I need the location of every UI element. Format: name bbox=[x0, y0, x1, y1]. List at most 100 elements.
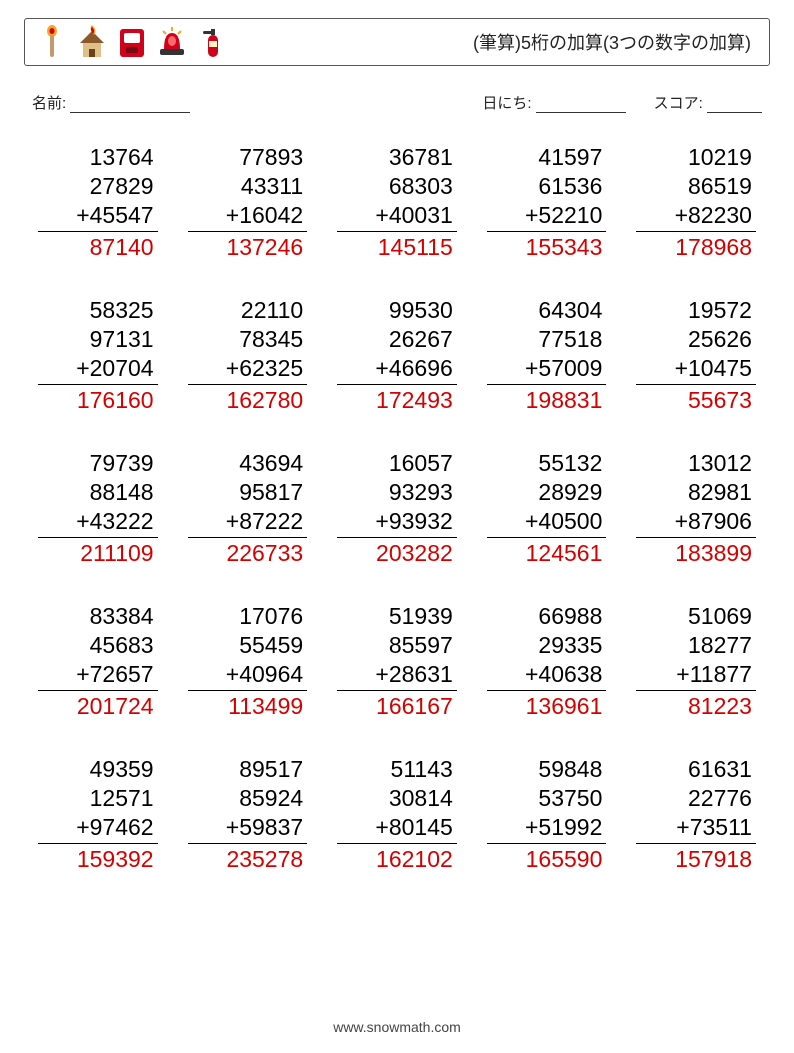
worksheet-page: (筆算)5桁の加算(3つの数字の加算) 名前: 日にち: スコア: 137642… bbox=[0, 0, 794, 1053]
answer: 124561 bbox=[487, 539, 607, 568]
problem: 2211078345+62325162780 bbox=[188, 296, 308, 415]
addend-3: 52210 bbox=[538, 202, 602, 228]
problem: 6163122776+73511157918 bbox=[636, 755, 756, 874]
operator: + bbox=[525, 814, 538, 840]
addend-1: 36781 bbox=[337, 143, 457, 172]
addend-2: 86519 bbox=[636, 172, 756, 201]
addend-1: 41597 bbox=[487, 143, 607, 172]
addend-3-line: +16042 bbox=[188, 201, 308, 230]
sum-rule bbox=[337, 537, 457, 538]
addend-1: 10219 bbox=[636, 143, 756, 172]
fire-alarm-icon bbox=[117, 25, 147, 59]
addend-1: 79739 bbox=[38, 449, 158, 478]
answer: 172493 bbox=[337, 386, 457, 415]
addend-2: 25626 bbox=[636, 325, 756, 354]
operator: + bbox=[76, 661, 89, 687]
addend-1: 61631 bbox=[636, 755, 756, 784]
addend-3: 72657 bbox=[90, 661, 154, 687]
addend-3-line: +28631 bbox=[337, 660, 457, 689]
addend-1: 51939 bbox=[337, 602, 457, 631]
addend-2: 85597 bbox=[337, 631, 457, 660]
match-icon bbox=[37, 25, 67, 59]
problem: 8338445683+72657201724 bbox=[38, 602, 158, 721]
answer: 226733 bbox=[188, 539, 308, 568]
addend-3: 20704 bbox=[90, 355, 154, 381]
addend-3-line: +40500 bbox=[487, 507, 607, 536]
answer: 136961 bbox=[487, 692, 607, 721]
addend-1: 22110 bbox=[188, 296, 308, 325]
addend-2: 93293 bbox=[337, 478, 457, 507]
sum-rule bbox=[636, 843, 756, 844]
sum-rule bbox=[636, 231, 756, 232]
addend-3: 45547 bbox=[90, 202, 154, 228]
answer: 183899 bbox=[636, 539, 756, 568]
addend-3-line: +40638 bbox=[487, 660, 607, 689]
sum-rule bbox=[487, 384, 607, 385]
addend-2: 29335 bbox=[487, 631, 607, 660]
answer: 203282 bbox=[337, 539, 457, 568]
addend-1: 99530 bbox=[337, 296, 457, 325]
addend-3-line: +97462 bbox=[38, 813, 158, 842]
answer: 137246 bbox=[188, 233, 308, 262]
addend-2: 28929 bbox=[487, 478, 607, 507]
operator: + bbox=[226, 814, 239, 840]
problem: 1376427829+4554787140 bbox=[38, 143, 158, 262]
addend-3-line: +10475 bbox=[636, 354, 756, 383]
sum-rule bbox=[337, 384, 457, 385]
addend-1: 55132 bbox=[487, 449, 607, 478]
addend-2: 26267 bbox=[337, 325, 457, 354]
operator: + bbox=[525, 661, 538, 687]
date-blank bbox=[536, 97, 626, 113]
addend-3: 93932 bbox=[389, 508, 453, 534]
answer: 178968 bbox=[636, 233, 756, 262]
answer: 157918 bbox=[636, 845, 756, 874]
addend-1: 17076 bbox=[188, 602, 308, 631]
name-blank bbox=[70, 97, 190, 113]
operator: + bbox=[675, 508, 688, 534]
problem: 7789343311+16042 137246 bbox=[188, 143, 308, 262]
operator: + bbox=[226, 202, 239, 228]
addend-3: 87906 bbox=[688, 508, 752, 534]
operator: + bbox=[525, 508, 538, 534]
addend-1: 51069 bbox=[636, 602, 756, 631]
sum-rule bbox=[636, 384, 756, 385]
addend-2: 61536 bbox=[487, 172, 607, 201]
sum-rule bbox=[38, 231, 158, 232]
addend-1: 64304 bbox=[487, 296, 607, 325]
sum-rule bbox=[487, 690, 607, 691]
answer: 55673 bbox=[636, 386, 756, 415]
addend-1: 77893 bbox=[188, 143, 308, 172]
operator: + bbox=[676, 814, 689, 840]
sum-rule bbox=[38, 690, 158, 691]
answer: 198831 bbox=[487, 386, 607, 415]
sum-rule bbox=[636, 537, 756, 538]
siren-icon bbox=[157, 25, 187, 59]
problem: 5193985597+28631166167 bbox=[337, 602, 457, 721]
problem: 5106918277+1187781223 bbox=[636, 602, 756, 721]
problem: 4159761536+52210155343 bbox=[487, 143, 607, 262]
addend-3: 73511 bbox=[690, 814, 752, 840]
problem: 6430477518+57009198831 bbox=[487, 296, 607, 415]
operator: + bbox=[76, 814, 89, 840]
answer: 81223 bbox=[636, 692, 756, 721]
addend-2: 43311 bbox=[188, 172, 308, 201]
addend-3: 40031 bbox=[389, 202, 453, 228]
operator: + bbox=[675, 355, 688, 381]
operator: + bbox=[375, 355, 388, 381]
addend-1: 13764 bbox=[38, 143, 158, 172]
problem: 5513228929+40500 124561 bbox=[487, 449, 607, 568]
addend-3-line: +73511 bbox=[636, 813, 756, 842]
name-label: 名前: bbox=[32, 95, 66, 112]
addend-3-line: +52210 bbox=[487, 201, 607, 230]
operator: + bbox=[375, 202, 388, 228]
addend-2: 30814 bbox=[337, 784, 457, 813]
sum-rule bbox=[337, 231, 457, 232]
addend-3-line: +51992 bbox=[487, 813, 607, 842]
operator: + bbox=[675, 202, 688, 228]
addend-2: 53750 bbox=[487, 784, 607, 813]
addend-3-line: +11877 bbox=[636, 660, 756, 689]
addend-3: 46696 bbox=[389, 355, 453, 381]
date-field: 日にち: bbox=[482, 92, 625, 113]
score-label: スコア: bbox=[654, 95, 703, 112]
answer: 176160 bbox=[38, 386, 158, 415]
